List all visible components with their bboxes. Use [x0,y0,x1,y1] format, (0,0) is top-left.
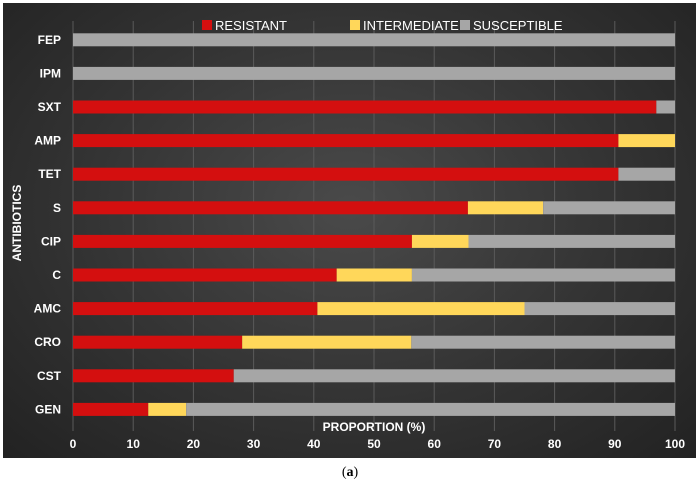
gridlines [72,21,676,431]
bar-amc-intermediate [317,302,525,316]
bar-tet-resistant [73,167,619,181]
x-tick-label: 100 [665,437,685,451]
y-tick-label: CRO [34,335,61,349]
bar-cip-resistant [73,234,412,248]
x-axis-title: PROPORTION (%) [323,420,426,434]
legend-label-susceptible: SUSCEPTIBLE [473,18,563,33]
bar-fep-susceptible [73,33,675,47]
bar-cst-resistant [73,369,234,383]
bar-amp-resistant [73,134,619,148]
y-tick-label: AMP [34,134,61,148]
y-tick-label: CST [37,369,62,383]
bars [73,33,675,416]
bar-cip-intermediate [411,234,469,248]
y-tick-label: S [53,201,61,215]
x-tick-label: 60 [428,437,442,451]
y-tick-label: AMC [34,302,62,316]
y-tick-label: GEN [35,402,61,416]
y-tick-label: SXT [38,100,62,114]
legend-label-resistant: RESISTANT [215,18,287,33]
x-tick-label: 50 [367,437,381,451]
bar-amp-intermediate [618,134,675,148]
legend-swatch-susceptible [460,20,470,30]
x-tick-label: 70 [488,437,502,451]
caption-close-paren: ) [353,465,359,480]
bar-cro-intermediate [242,335,412,349]
bar-c-susceptible [411,268,675,282]
bar-c-resistant [73,268,337,282]
bar-s-resistant [73,201,468,215]
bar-tet-susceptible [618,167,675,181]
figure-caption: (a) [0,465,700,481]
legend-swatch-resistant [202,20,212,30]
bar-cro-resistant [73,335,243,349]
x-tick-label: 30 [247,437,261,451]
chart-panel: FEP IPM SXT AMP TET S CIP C AMC CRO CST GEN 0 10 20 30… [3,3,696,458]
y-tick-labels: FEP IPM SXT AMP TET S CIP C AMC CRO CST GEN [34,33,62,417]
x-tick-label: 20 [187,437,201,451]
bar-cro-susceptible [411,335,675,349]
y-tick-label: TET [38,167,61,181]
bar-sxt-susceptible [656,100,675,114]
caption-open-paren: ( [341,465,347,480]
bar-s-intermediate [467,201,544,215]
bar-cip-susceptible [468,234,675,248]
y-tick-label: C [52,268,61,282]
x-tick-label: 90 [608,437,622,451]
legend-label-intermediate: INTERMEDIATE [363,18,459,33]
bar-gen-intermediate [148,402,187,416]
x-tick-labels: 0 10 20 30 40 50 60 70 80 90 100 [70,437,686,451]
x-tick-label: 0 [70,437,77,451]
y-tick-label: IPM [40,66,61,80]
caption-letter: a [346,465,354,480]
x-tick-label: 80 [548,437,562,451]
bar-s-susceptible [543,201,675,215]
bar-c-intermediate [336,268,412,282]
legend-swatch-intermediate [350,20,360,30]
y-tick-label: CIP [41,234,61,248]
stacked-bar-chart: FEP IPM SXT AMP TET S CIP C AMC CRO CST GEN 0 10 20 30… [10,18,686,451]
y-tick-label: FEP [38,33,61,47]
bar-amc-susceptible [524,302,675,316]
bar-cst-susceptible [233,369,675,383]
legend: RESISTANT INTERMEDIATE SUSCEPTIBLE [202,18,563,33]
x-tick-label: 10 [127,437,141,451]
bar-amc-resistant [73,302,318,316]
y-axis-title: ANTIBIOTICS [10,185,24,262]
bar-gen-susceptible [186,402,675,416]
bar-gen-resistant [73,402,149,416]
bar-ipm-susceptible [73,66,675,80]
bar-sxt-resistant [73,100,657,114]
x-tick-label: 40 [307,437,321,451]
